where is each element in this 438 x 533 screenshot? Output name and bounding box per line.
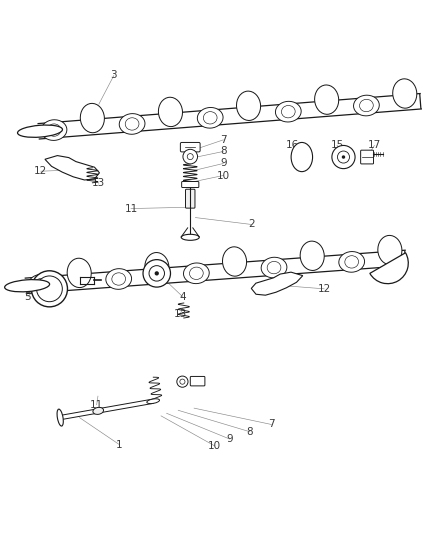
- Text: 11: 11: [90, 400, 103, 410]
- Ellipse shape: [112, 273, 126, 285]
- Ellipse shape: [34, 279, 48, 291]
- Text: 8: 8: [220, 147, 226, 157]
- Ellipse shape: [184, 263, 209, 284]
- Ellipse shape: [147, 399, 159, 403]
- Circle shape: [183, 149, 198, 164]
- Ellipse shape: [106, 269, 131, 289]
- Ellipse shape: [237, 91, 261, 120]
- Text: 4: 4: [179, 292, 186, 302]
- Wedge shape: [370, 253, 408, 284]
- Text: 13: 13: [92, 178, 106, 188]
- Ellipse shape: [31, 129, 49, 134]
- Ellipse shape: [291, 142, 313, 172]
- Ellipse shape: [47, 124, 61, 136]
- Ellipse shape: [190, 267, 203, 279]
- Circle shape: [177, 376, 188, 387]
- Circle shape: [32, 271, 67, 307]
- Circle shape: [337, 151, 350, 163]
- Text: 5: 5: [25, 292, 31, 302]
- Ellipse shape: [282, 106, 295, 118]
- FancyBboxPatch shape: [360, 150, 374, 164]
- Text: 10: 10: [217, 171, 230, 181]
- Circle shape: [187, 154, 193, 159]
- Polygon shape: [45, 156, 99, 180]
- Text: 1: 1: [116, 440, 123, 450]
- Ellipse shape: [57, 409, 64, 426]
- Circle shape: [143, 260, 170, 287]
- Polygon shape: [251, 272, 303, 295]
- Ellipse shape: [145, 253, 169, 282]
- Ellipse shape: [276, 101, 301, 122]
- Circle shape: [149, 265, 165, 281]
- Ellipse shape: [41, 120, 67, 140]
- Ellipse shape: [24, 127, 56, 135]
- Text: 7: 7: [268, 419, 275, 430]
- Text: 11: 11: [124, 204, 138, 214]
- Polygon shape: [25, 250, 406, 294]
- Text: 7: 7: [220, 135, 226, 145]
- Text: 8: 8: [247, 427, 253, 437]
- Text: 12: 12: [318, 284, 331, 294]
- Ellipse shape: [267, 261, 281, 274]
- Text: 13: 13: [174, 309, 187, 319]
- Ellipse shape: [125, 118, 139, 130]
- Text: 15: 15: [330, 141, 344, 150]
- FancyBboxPatch shape: [186, 189, 195, 208]
- Ellipse shape: [18, 125, 63, 138]
- Ellipse shape: [80, 103, 104, 133]
- Circle shape: [36, 276, 62, 302]
- Text: 10: 10: [208, 441, 221, 451]
- Text: 17: 17: [368, 141, 381, 150]
- Ellipse shape: [378, 236, 402, 265]
- Circle shape: [342, 155, 345, 159]
- Text: 9: 9: [220, 158, 226, 168]
- Ellipse shape: [159, 97, 183, 127]
- FancyBboxPatch shape: [190, 376, 205, 386]
- Text: 2: 2: [248, 220, 254, 229]
- Polygon shape: [38, 93, 421, 139]
- Circle shape: [155, 271, 159, 276]
- Circle shape: [332, 146, 355, 168]
- Ellipse shape: [18, 283, 36, 288]
- Ellipse shape: [93, 407, 103, 414]
- Ellipse shape: [300, 241, 324, 270]
- Ellipse shape: [203, 111, 217, 124]
- Ellipse shape: [353, 95, 379, 116]
- Ellipse shape: [314, 85, 339, 114]
- Text: 6: 6: [389, 244, 396, 254]
- Text: 14: 14: [77, 275, 90, 285]
- Ellipse shape: [5, 280, 49, 292]
- Ellipse shape: [11, 281, 43, 290]
- Ellipse shape: [339, 252, 364, 272]
- FancyBboxPatch shape: [182, 182, 199, 188]
- Ellipse shape: [261, 257, 287, 278]
- Ellipse shape: [119, 114, 145, 134]
- Text: 12: 12: [34, 166, 47, 176]
- Ellipse shape: [223, 247, 247, 276]
- Text: 9: 9: [226, 434, 233, 444]
- Ellipse shape: [28, 274, 54, 295]
- Text: 3: 3: [110, 70, 117, 80]
- Ellipse shape: [393, 79, 417, 108]
- Text: 16: 16: [286, 141, 300, 150]
- Ellipse shape: [181, 235, 199, 240]
- Ellipse shape: [345, 256, 359, 268]
- FancyBboxPatch shape: [180, 142, 200, 152]
- Ellipse shape: [67, 258, 91, 288]
- Ellipse shape: [360, 99, 373, 112]
- Ellipse shape: [198, 108, 223, 128]
- Circle shape: [180, 379, 185, 384]
